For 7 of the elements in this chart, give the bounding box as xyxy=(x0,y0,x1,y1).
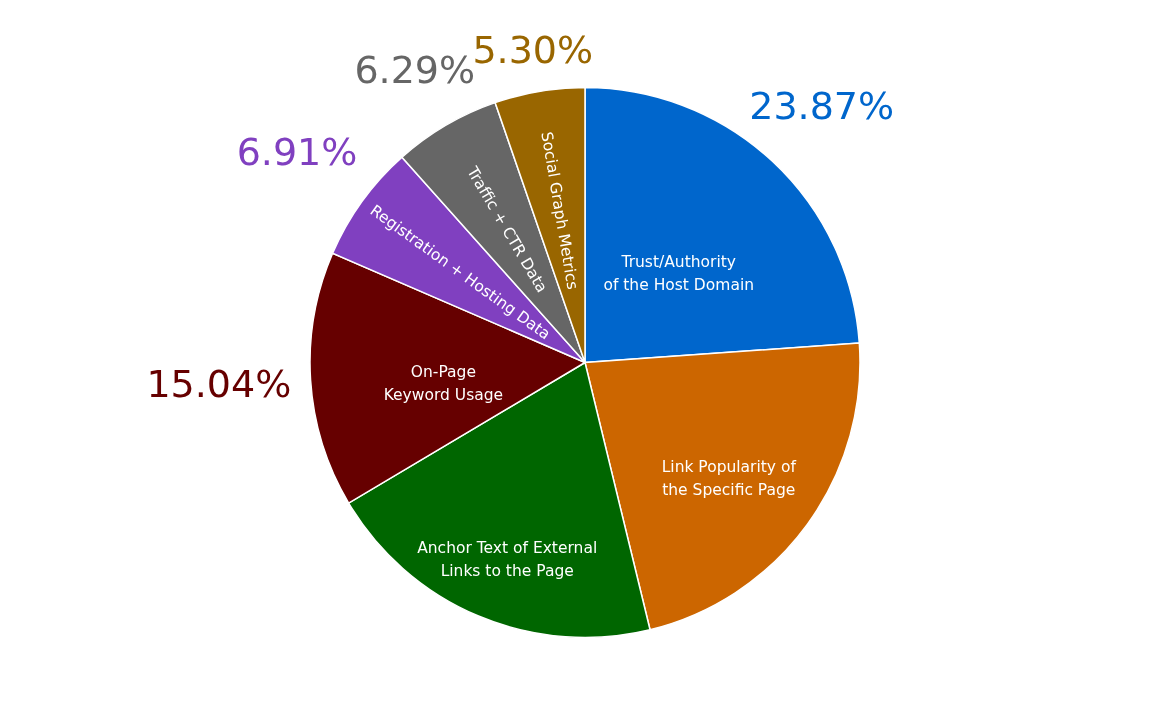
slice-label: Anchor Text of External Links to the Page xyxy=(417,538,598,580)
slice-label: Link Popularity of the Specific Page xyxy=(661,458,797,500)
data-label: 23.87% xyxy=(749,84,895,129)
data-label: 6.91% xyxy=(236,130,358,175)
slice-label: Trust/Authority of the Host Domain xyxy=(603,252,755,294)
slice-label: On-Page Keyword Usage xyxy=(383,362,504,404)
data-label: 15.04% xyxy=(146,362,292,406)
